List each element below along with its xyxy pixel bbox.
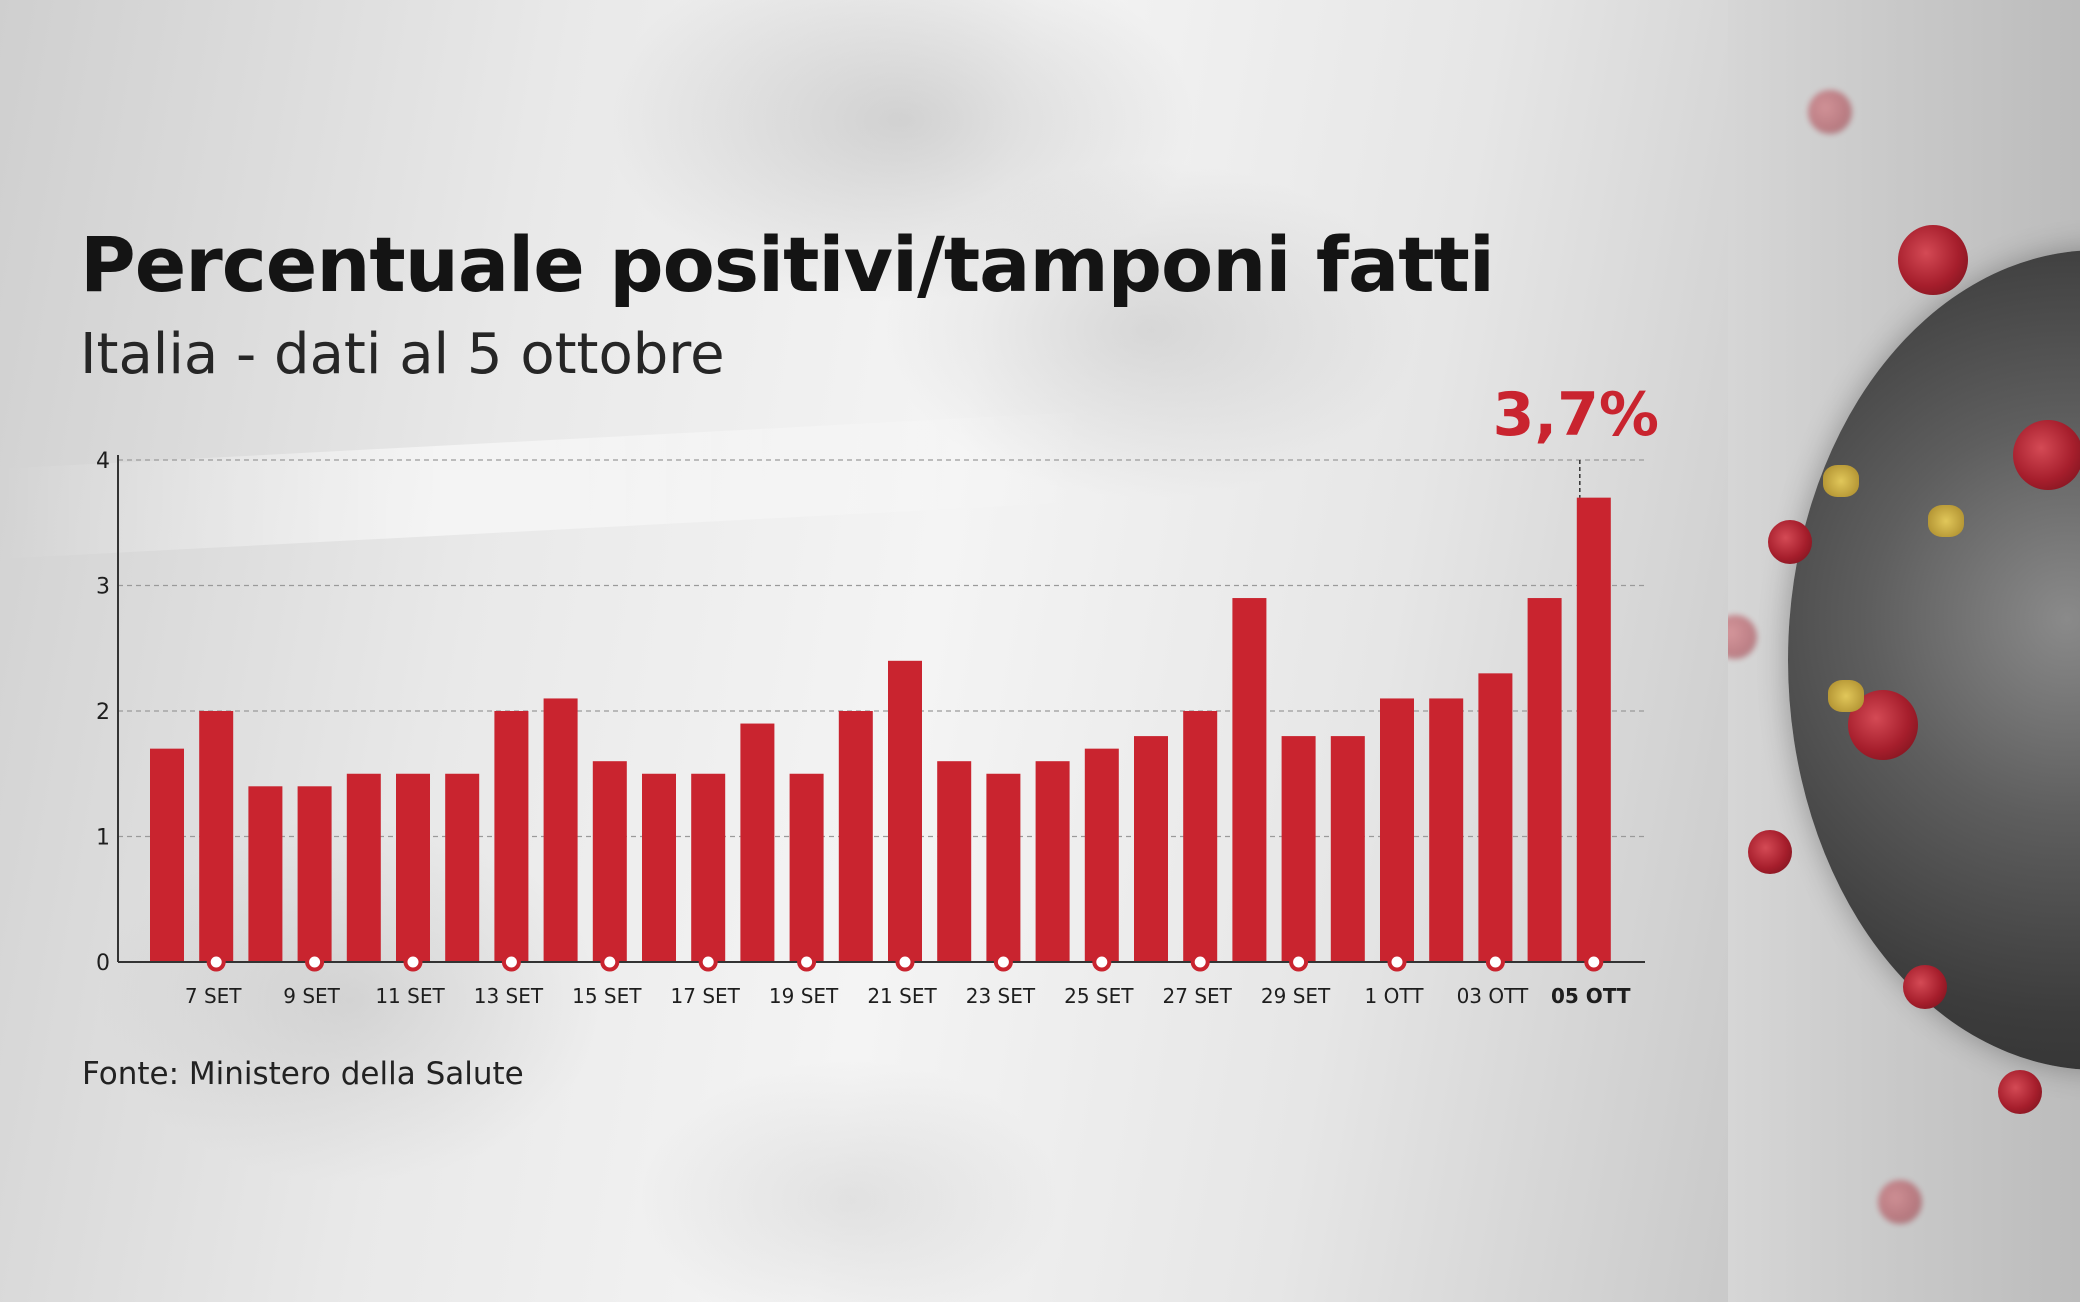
virus-spike [1903, 965, 1947, 1009]
x-tick-label: 1 OTT [1365, 984, 1425, 1008]
bar [937, 761, 972, 962]
bar [592, 761, 627, 962]
bar [838, 711, 873, 962]
chart-title: Percentuale positivi/tamponi fatti [80, 220, 1495, 309]
x-tick-label: 03 OTT [1457, 984, 1529, 1008]
x-tick-label: 11 SET [375, 984, 445, 1008]
bar [888, 660, 922, 962]
x-tick-label: 17 SET [671, 984, 741, 1008]
world-map-background [0, 0, 1730, 1302]
bar [150, 748, 184, 962]
virus-body [1788, 250, 2080, 1070]
x-tick-marker [403, 952, 423, 972]
bar [297, 786, 332, 962]
x-tick-marker [1584, 952, 1604, 972]
bar [642, 773, 676, 962]
x-tick-label: 9 SET [283, 984, 340, 1008]
y-tick-label: 0 [96, 951, 110, 976]
x-tick-marker [895, 952, 915, 972]
x-tick-marker [305, 952, 325, 972]
virus-spike [1998, 1070, 2042, 1114]
bar [199, 711, 234, 962]
bar [691, 773, 726, 962]
bar [346, 773, 381, 962]
bar [1330, 736, 1365, 962]
bar [1134, 736, 1168, 962]
x-tick-label: 29 SET [1261, 984, 1331, 1008]
x-tick-label: 27 SET [1163, 984, 1233, 1008]
chart-subtitle: Italia - dati al 5 ottobre [80, 322, 725, 387]
virus-spike [1728, 615, 1757, 659]
x-tick-marker [1092, 952, 1112, 972]
x-tick-label: 19 SET [769, 984, 839, 1008]
y-tick-label: 4 [96, 449, 110, 474]
x-tick-marker [698, 952, 718, 972]
bar [1576, 497, 1611, 962]
x-tick-marker [206, 952, 226, 972]
coronavirus-illustration [1728, 0, 2080, 1302]
y-tick-label: 3 [96, 575, 110, 600]
bar [1035, 761, 1070, 962]
bar [1380, 698, 1414, 962]
bar [248, 786, 283, 962]
virus-protein [1928, 505, 1964, 537]
bar [740, 723, 775, 962]
bar [445, 773, 480, 962]
virus-spike [1748, 830, 1792, 874]
virus-spike [1878, 1180, 1922, 1224]
bar [396, 773, 430, 962]
x-tick-label: 05 OTT [1551, 984, 1631, 1008]
x-tick-marker [1289, 952, 1309, 972]
bar [1084, 748, 1119, 962]
x-tick-label: 25 SET [1064, 984, 1134, 1008]
virus-spike [2013, 420, 2080, 490]
x-tick-label: 21 SET [867, 984, 937, 1008]
bar [1429, 698, 1464, 962]
virus-spike [1808, 90, 1852, 134]
x-tick-marker [1485, 952, 1505, 972]
bar-chart: 0 1 2 3 4 7 SET 9 SET 11 SET 13 SET 15 SET 17 SET 1… [96, 380, 1659, 1008]
bar [986, 773, 1021, 962]
virus-protein [1828, 680, 1864, 712]
x-tick-marker [1190, 952, 1210, 972]
x-tick-label: 23 SET [966, 984, 1036, 1008]
bar [543, 698, 578, 962]
x-tick-marker [1387, 952, 1407, 972]
callout-value: 3,7% [1493, 380, 1659, 450]
virus-spike [1768, 520, 1812, 564]
virus-spike [1898, 225, 1968, 295]
bar [1527, 598, 1562, 962]
bar [789, 773, 824, 962]
bar [1232, 598, 1267, 962]
bar [1478, 673, 1513, 962]
x-tick-label: 15 SET [572, 984, 642, 1008]
x-tick-marker [993, 952, 1013, 972]
bar [1281, 736, 1316, 962]
x-tick-marker [501, 952, 521, 972]
bar [494, 711, 529, 962]
y-tick-label: 1 [96, 826, 110, 851]
x-tick-label: 13 SET [474, 984, 544, 1008]
x-tick-label: 7 SET [185, 984, 242, 1008]
source-note: Fonte: Ministero della Salute [82, 1056, 524, 1092]
bar [1183, 711, 1218, 962]
x-tick-marker [600, 952, 620, 972]
virus-protein [1823, 465, 1859, 497]
y-tick-label: 2 [96, 700, 110, 725]
x-tick-marker [797, 952, 817, 972]
